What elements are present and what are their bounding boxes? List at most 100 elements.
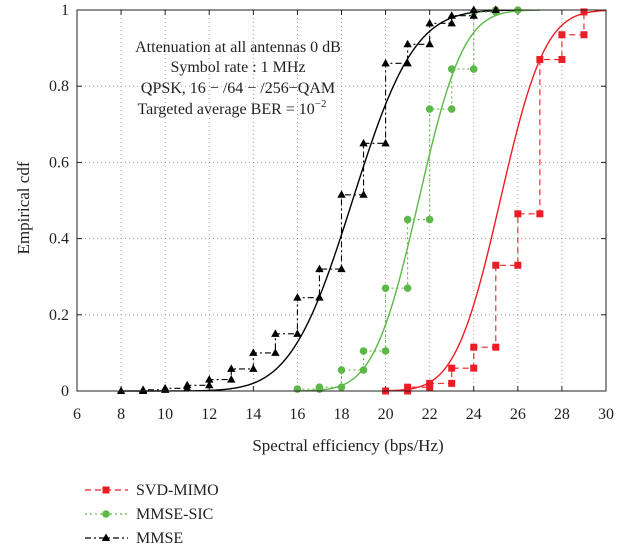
data-point-svd-mimo: [470, 364, 478, 372]
data-point-mmse: [205, 375, 214, 383]
annotation-line-4: Targeted average BER = 10−2: [137, 98, 326, 118]
data-point-mmse-sic: [469, 65, 478, 73]
data-point-mmse: [227, 364, 236, 372]
data-point-svd-mimo: [536, 56, 544, 64]
data-point-mmse: [469, 5, 478, 13]
data-point-mmse-sic: [337, 383, 346, 391]
y-tick-label: 0.8: [49, 78, 69, 95]
x-tick-label: 6: [73, 406, 81, 423]
data-point-mmse: [271, 329, 280, 337]
data-point-mmse: [249, 364, 258, 372]
data-point-svd-mimo: [514, 210, 522, 218]
x-tick-label: 26: [510, 406, 526, 423]
y-tick-label: 0.4: [49, 231, 69, 248]
data-point-mmse: [183, 380, 192, 389]
data-point-mmse: [337, 190, 346, 198]
y-tick-label: 0: [61, 383, 69, 400]
data-point-mmse-sic: [359, 366, 368, 374]
data-point-mmse: [293, 293, 302, 301]
empirical-step-mmse-sic: [297, 9, 518, 390]
fitted-curve-svd-mimo: [385, 9, 607, 392]
data-point-mmse-sic: [447, 105, 456, 113]
legend-label-svd-mimo: SVD-MIMO: [136, 482, 219, 499]
y-tick-label: 1: [61, 2, 69, 19]
annotation-line-2: Symbol rate : 1 MHz: [170, 59, 305, 76]
data-point-mmse: [205, 380, 214, 389]
data-point-svd-mimo: [536, 210, 544, 218]
data-point-svd-mimo: [558, 31, 566, 39]
data-point-mmse: [447, 11, 456, 19]
legend-marker-mmse-sic: [102, 510, 110, 518]
x-tick-label: 20: [378, 406, 394, 423]
data-point-mmse: [359, 138, 368, 147]
y-tick-label: 0.2: [49, 307, 69, 324]
data-point-mmse: [359, 190, 368, 198]
data-point-mmse: [315, 293, 324, 301]
x-tick-label: 12: [201, 406, 217, 423]
annotation-box: Attenuation at all antennas 0 dB Symbol …: [135, 39, 341, 118]
data-point-mmse-sic: [425, 105, 434, 113]
legend-item-svd-mimo: SVD-MIMO: [85, 482, 219, 499]
legend-marker-svd-mimo: [102, 486, 110, 494]
data-point-mmse: [469, 11, 478, 19]
data-point-mmse-sic: [403, 284, 412, 292]
x-tick-label: 16: [289, 406, 305, 423]
data-point-svd-mimo: [426, 379, 434, 387]
empirical-step-svd-mimo: [385, 11, 585, 392]
data-point-svd-mimo: [448, 379, 456, 387]
data-point-mmse: [425, 39, 434, 48]
data-point-svd-mimo: [426, 383, 434, 391]
legend: SVD-MIMO MMSE-SIC MMSE: [85, 482, 219, 547]
fitted-curve-mmse-sic: [297, 9, 540, 392]
x-tick-label: 22: [422, 406, 438, 423]
data-point-mmse-sic: [293, 385, 302, 393]
data-point-mmse: [491, 5, 500, 13]
data-point-mmse: [337, 264, 346, 273]
annotation-line-3: QPSK, 16 − /64 − /256−QAM: [141, 80, 335, 97]
x-tick-label: 24: [466, 406, 482, 423]
data-point-svd-mimo: [448, 364, 456, 372]
data-point-mmse-sic: [337, 366, 346, 374]
legend-marker-mmse: [101, 533, 111, 541]
data-point-mmse-sic: [315, 383, 324, 391]
data-point-svd-mimo: [514, 261, 522, 269]
x-tick-label: 30: [598, 406, 614, 423]
data-point-mmse-sic: [447, 65, 456, 73]
annotation-line-1: Attenuation at all antennas 0 dB: [135, 39, 341, 56]
x-tick-label: 14: [245, 406, 261, 423]
x-tick-label: 18: [334, 406, 350, 423]
data-point-mmse: [403, 58, 412, 67]
data-point-mmse: [315, 264, 324, 273]
legend-item-mmse: MMSE: [85, 530, 183, 547]
data-point-mmse: [447, 18, 456, 27]
data-point-svd-mimo: [492, 261, 500, 269]
x-tick-label: 10: [157, 406, 173, 423]
annotation-line-4-exponent: −2: [315, 98, 327, 110]
annotation-line-4-text: Targeted average BER = 10: [137, 101, 314, 118]
data-point-mmse-sic: [403, 215, 412, 224]
data-point-svd-mimo: [558, 56, 566, 64]
data-point-mmse-sic: [381, 347, 390, 355]
data-point-mmse: [381, 138, 390, 147]
data-point-mmse: [249, 348, 258, 356]
data-point-mmse-sic: [425, 215, 434, 224]
data-point-mmse: [271, 348, 280, 356]
data-point-svd-mimo: [580, 31, 588, 39]
data-point-svd-mimo: [580, 8, 588, 16]
axis-ticks: 6 8 10 12 14 16 18 20 22 24 26 28 30 0 0.2 0.4 0.6 0.8 1: [49, 2, 614, 423]
data-point-mmse: [160, 383, 170, 392]
data-point-mmse-sic: [381, 284, 390, 292]
legend-label-mmse-sic: MMSE-SIC: [136, 506, 213, 523]
data-point-svd-mimo: [492, 343, 500, 351]
legend-label-mmse: MMSE: [136, 530, 183, 547]
x-tick-label: 8: [117, 406, 125, 423]
data-point-mmse-sic: [359, 347, 368, 355]
data-point-svd-mimo: [470, 343, 478, 351]
legend-item-mmse-sic: MMSE-SIC: [85, 506, 213, 523]
data-point-mmse: [293, 329, 302, 337]
x-tick-label: 28: [554, 406, 570, 423]
data-point-mmse: [116, 386, 126, 394]
data-point-mmse: [227, 375, 236, 383]
